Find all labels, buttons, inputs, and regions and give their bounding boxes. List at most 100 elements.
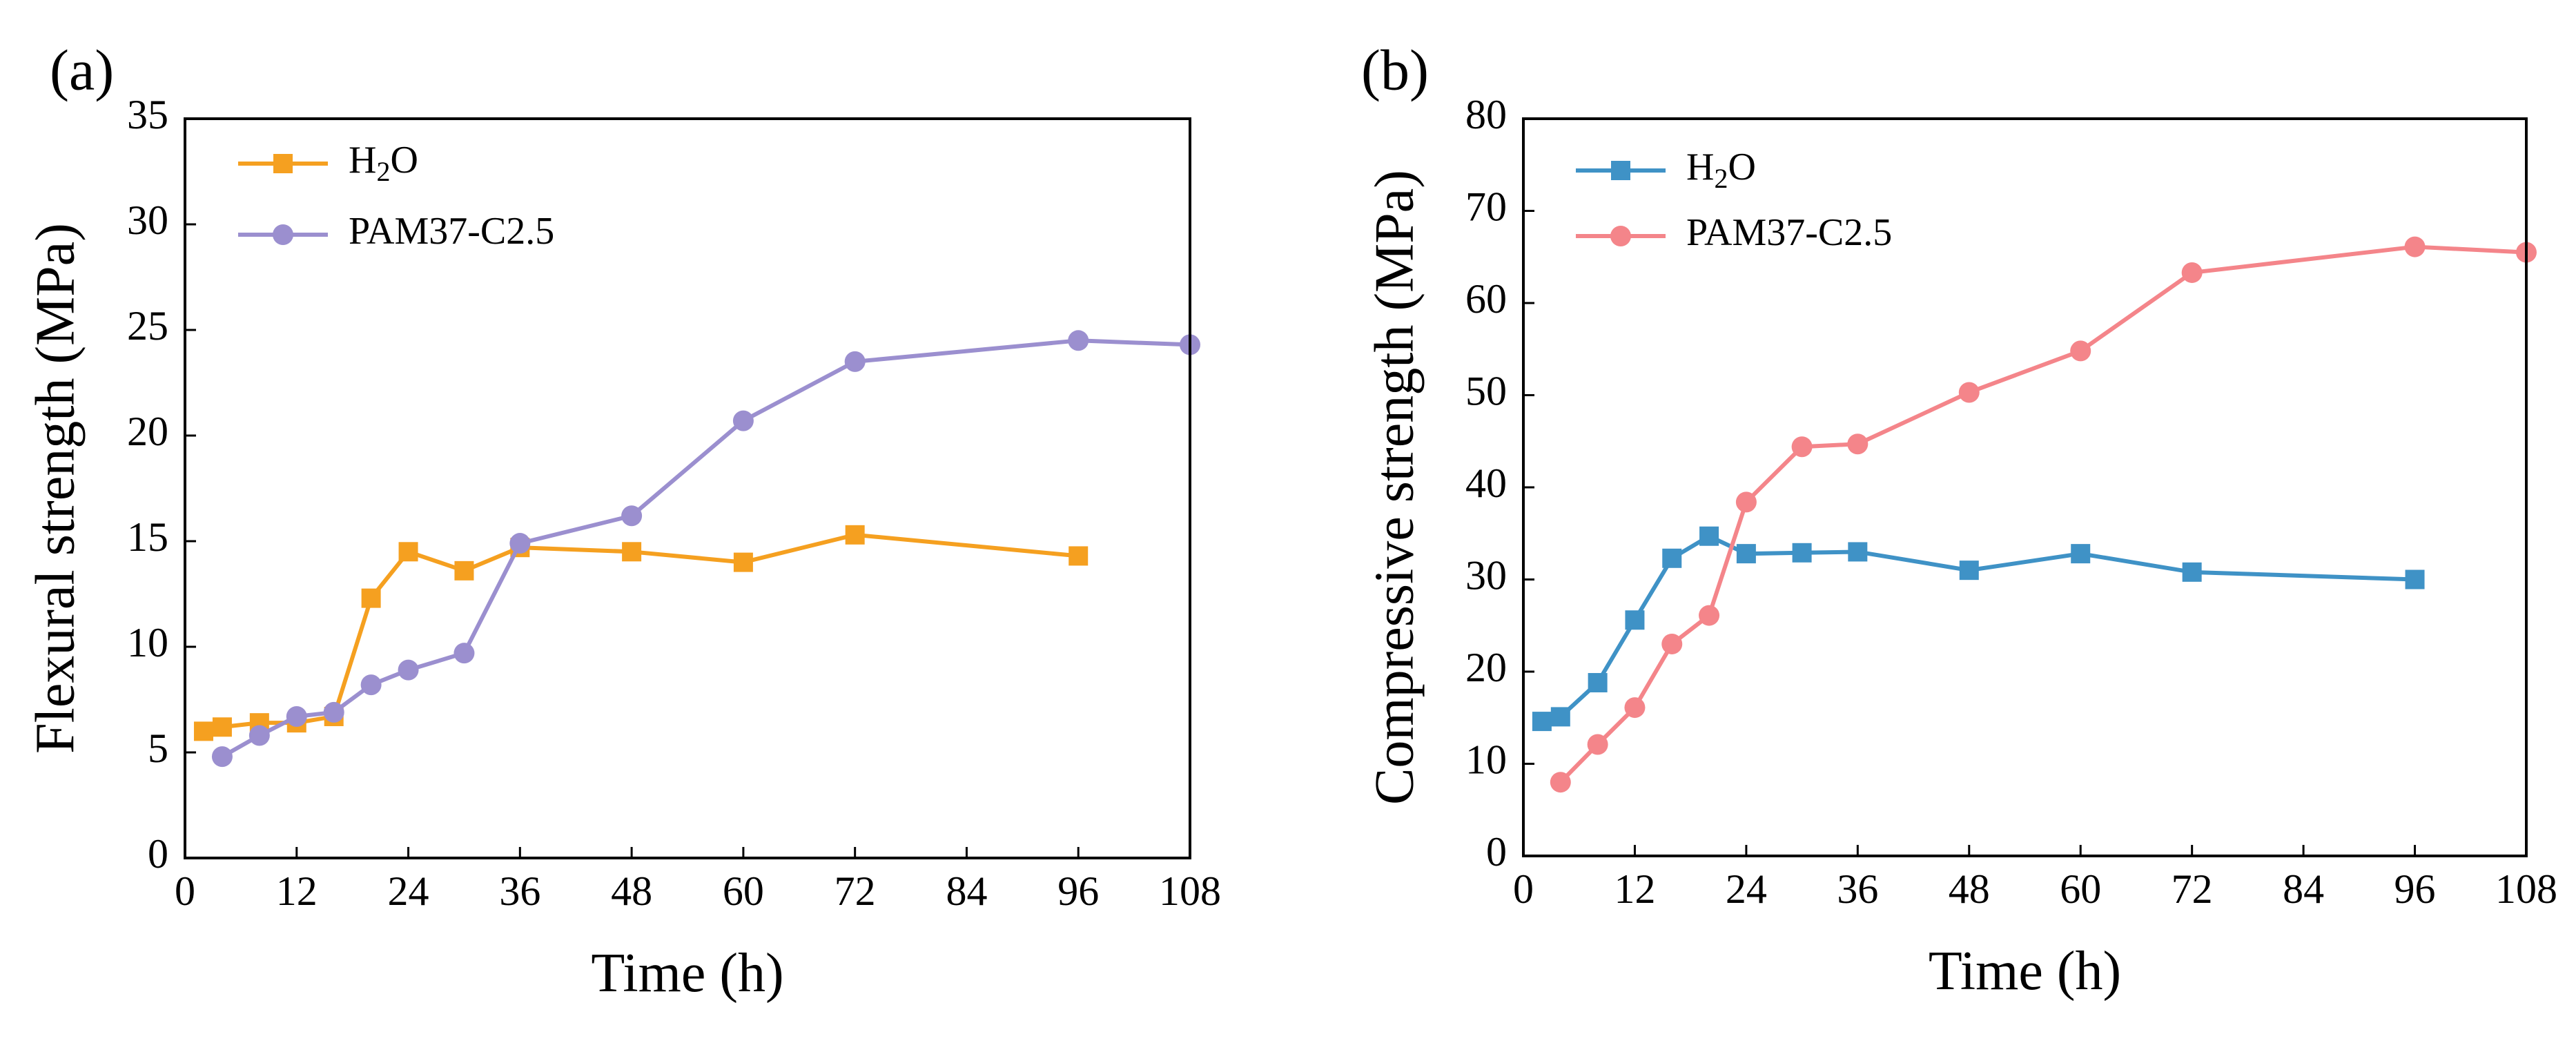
x-tick-label: 60 [723, 868, 764, 914]
data-point-circle [360, 674, 382, 696]
y-tick-label: 70 [1465, 184, 1507, 229]
data-point-circle [844, 351, 866, 372]
y-tick-label: 40 [1465, 460, 1507, 506]
x-tick-label: 24 [1726, 866, 1767, 912]
data-point-circle [1550, 772, 1571, 793]
plot-frame [184, 117, 1191, 859]
legend-label-main: H [1686, 146, 1714, 188]
panel-label: (b) [1361, 38, 1429, 102]
legend-label: H2O [1686, 146, 1756, 194]
panel-b: (b) 0 12 24 36 48 60 72 84 96 108 0 10 20 30 40 50 60 70 80… [1361, 38, 2557, 1002]
legend-label-tail: O [1728, 146, 1755, 188]
data-point-square [2405, 569, 2425, 589]
y-tick-label: 30 [127, 197, 168, 243]
x-tick-label: 96 [2394, 866, 2436, 912]
data-point-square [398, 542, 418, 562]
x-tick-label: 72 [835, 868, 876, 914]
y-tick-label: 60 [1465, 276, 1507, 322]
legend-marker-square [273, 154, 293, 173]
x-tick-label: 12 [276, 868, 318, 914]
data-point-square [1588, 673, 1608, 693]
data-point-circle [211, 746, 233, 768]
y-axis-title: Flexural strength (MPa) [25, 223, 86, 754]
y-tick-label: 5 [148, 725, 168, 771]
series-h2o [193, 525, 1089, 741]
data-point-circle [1624, 697, 1646, 719]
data-point-square [1069, 546, 1089, 566]
data-point-circle [1735, 491, 1757, 513]
data-point-circle [1958, 382, 1980, 403]
data-point-square [1736, 544, 1756, 564]
plot-frame [1522, 117, 2528, 857]
x-tick-label: 24 [388, 868, 429, 914]
y-tick-label: 35 [127, 92, 168, 137]
data-point-square [1532, 712, 1552, 732]
data-point-square [1699, 526, 1719, 546]
data-point-circle [509, 533, 531, 554]
legend-marker-square [1611, 161, 1630, 180]
data-point-square [454, 561, 474, 581]
x-tick-label: 108 [1159, 868, 1221, 914]
data-point-circle [732, 410, 754, 431]
data-point-square [2182, 562, 2202, 582]
y-tick-label: 25 [127, 303, 168, 349]
data-point-square [1550, 707, 1570, 727]
y-tick-label: 15 [127, 514, 168, 560]
x-tick-label: 0 [1513, 866, 1534, 912]
x-tick-label: 48 [611, 868, 652, 914]
legend: H2O PAM37-C2.5 [1576, 146, 1892, 254]
x-tick-label: 48 [1949, 866, 1990, 912]
data-point-square [845, 525, 865, 545]
data-point-circle [453, 643, 475, 664]
data-point-circle [2181, 262, 2203, 283]
legend-label-tail: O [390, 139, 418, 182]
legend-entry: PAM37-C2.5 [1576, 211, 1892, 254]
x-tick-label: 60 [2060, 866, 2101, 912]
legend-marker-circle [1610, 226, 1631, 246]
y-tick-label: 0 [1486, 829, 1507, 875]
data-point-circle [1587, 734, 1608, 755]
panel-a: (a) 0 12 24 36 48 60 72 84 96 108 0 5 10 15 20 25 30 35 Tim… [25, 38, 1221, 1004]
legend-label-main: H [349, 139, 376, 182]
x-tick-label: 36 [499, 868, 540, 914]
legend-entry: H2O [238, 139, 418, 187]
panel-label: (a) [50, 38, 114, 102]
data-point-circle [1699, 605, 1720, 626]
data-point-square [1662, 548, 1682, 568]
data-point-square [733, 552, 753, 572]
legend-entry: PAM37-C2.5 [238, 210, 554, 253]
legend-label: PAM37-C2.5 [349, 210, 554, 253]
data-point-circle [398, 659, 419, 681]
legend-label-subscript: 2 [376, 156, 390, 187]
data-point-square [2071, 544, 2091, 564]
data-point-square [193, 721, 213, 741]
data-point-square [1792, 543, 1812, 563]
data-point-square [212, 717, 232, 737]
data-point-square [1625, 610, 1645, 630]
data-point-circle [1847, 433, 1868, 455]
y-tick-label: 80 [1465, 92, 1507, 137]
y-tick-label: 10 [127, 620, 168, 665]
legend-label: H2O [349, 139, 418, 187]
data-point-circle [1068, 330, 1089, 351]
legend-entry: H2O [1576, 146, 1756, 194]
series-line [1559, 244, 2527, 784]
y-tick-label: 50 [1465, 368, 1507, 413]
series-pam37-c2-5 [211, 330, 1200, 768]
y-axis-title: Compressive strength (MPa) [1364, 170, 1425, 805]
data-point-circle [2404, 236, 2426, 257]
x-tick-label: 84 [946, 868, 987, 914]
data-point-square [361, 588, 381, 608]
legend-label: PAM37-C2.5 [1686, 211, 1892, 254]
x-tick-label: 96 [1057, 868, 1099, 914]
x-tick-label: 108 [2495, 866, 2557, 912]
x-tick-label: 0 [175, 868, 195, 914]
x-tick-label: 72 [2172, 866, 2213, 912]
y-tick-label: 30 [1465, 552, 1507, 598]
y-tick-label: 20 [1465, 645, 1507, 690]
x-tick-label: 12 [1614, 866, 1655, 912]
data-point-circle [248, 725, 270, 746]
legend: H2O PAM37-C2.5 [238, 139, 554, 253]
series-pam37-c2-5 [1550, 236, 2537, 793]
x-axis-title: Time (h) [591, 943, 783, 1004]
